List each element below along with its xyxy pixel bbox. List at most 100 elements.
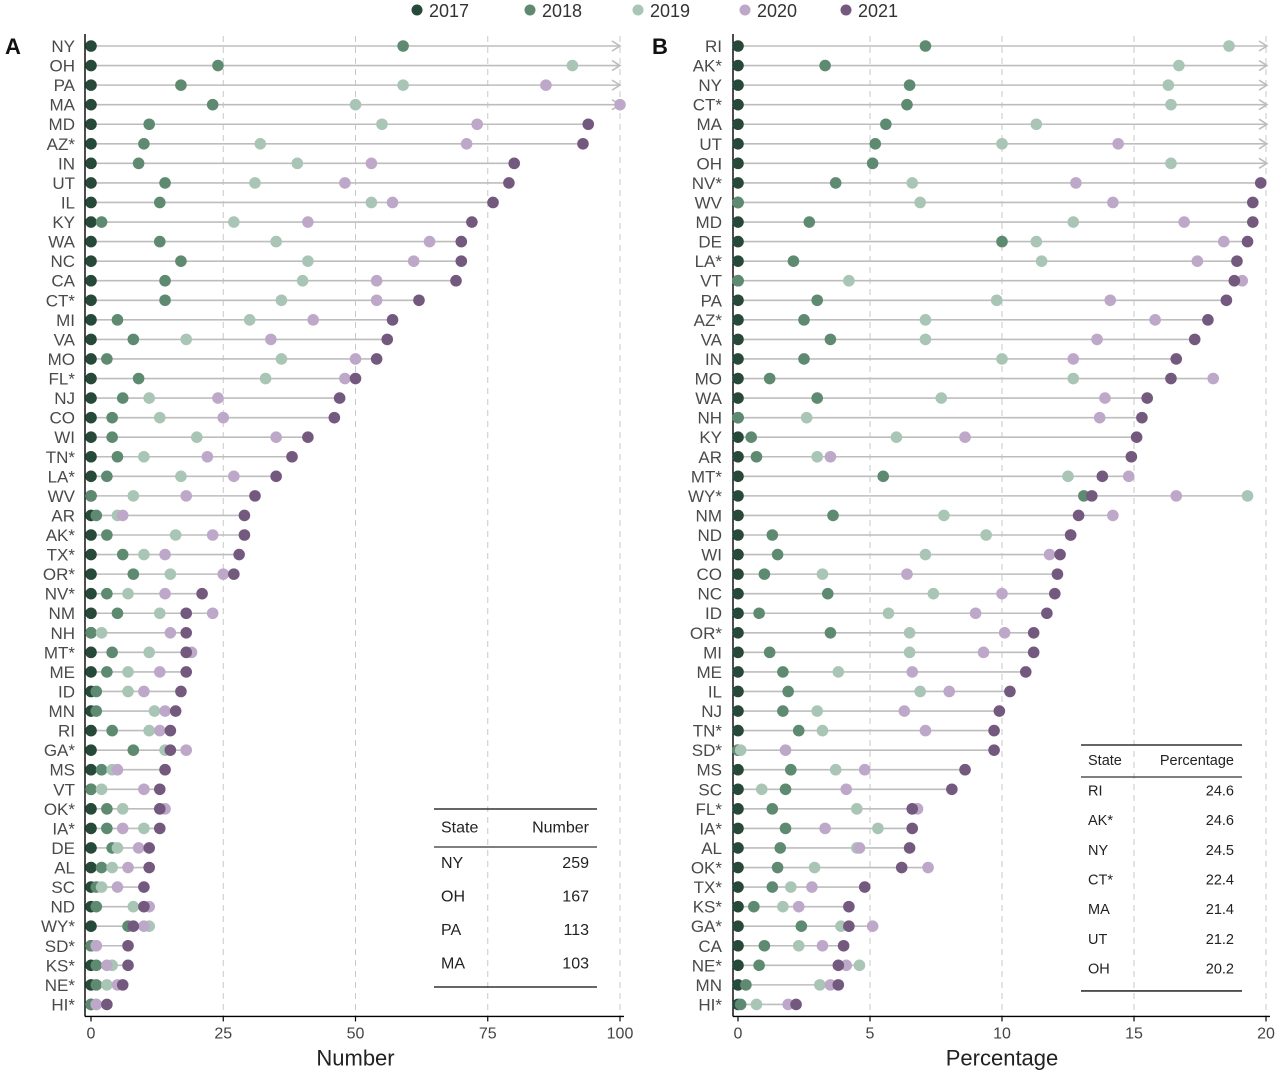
dot-2020	[206, 529, 219, 541]
state-label: NJ	[54, 389, 75, 408]
dot-2019	[872, 822, 884, 835]
dot-2018	[811, 392, 823, 404]
dot-2020	[816, 939, 829, 952]
dot-2021	[1136, 411, 1148, 424]
dot-2020	[866, 920, 879, 932]
dot-2017	[732, 79, 744, 91]
dot-2020	[159, 705, 171, 717]
dot-2021	[153, 803, 166, 815]
dot-2020	[1099, 392, 1111, 404]
x-tick-label: 25	[214, 1025, 232, 1042]
dot-2019	[832, 666, 845, 678]
dot-2019	[122, 587, 134, 600]
dot-2017	[732, 333, 744, 346]
dot-2017	[85, 822, 97, 835]
dot-2021	[159, 763, 171, 776]
dot-2021	[450, 274, 462, 287]
state-label: AZ*	[694, 311, 723, 330]
dot-2021	[895, 861, 908, 874]
dot-2021	[1254, 177, 1267, 189]
state-label: MD	[696, 213, 722, 232]
legend-label-2017: 2017	[429, 1, 469, 21]
dot-2021	[302, 431, 314, 444]
legend-label-2018: 2018	[542, 1, 582, 21]
dot-2018	[116, 548, 129, 561]
dot-2017	[85, 861, 97, 874]
dot-2020	[998, 627, 1011, 639]
state-label: MN	[49, 702, 75, 721]
state-label: MA	[50, 96, 76, 115]
dot-2021	[1247, 216, 1259, 228]
dot-2019	[755, 783, 768, 796]
dot-2020	[922, 861, 934, 874]
dot-2021	[1051, 568, 1064, 580]
dot-2019	[270, 235, 282, 248]
dot-2019	[935, 392, 948, 404]
dot-2020	[460, 138, 473, 150]
dot-2017	[732, 216, 744, 228]
dot-2019	[365, 196, 378, 209]
dot-2019	[1241, 490, 1254, 502]
table-cell-state: OH	[1088, 962, 1110, 978]
dot-2017	[85, 138, 97, 150]
dot-2020	[996, 587, 1008, 600]
dot-2020	[265, 333, 277, 346]
dot-2018	[785, 763, 797, 776]
dot-2017	[85, 314, 97, 326]
dot-2018	[777, 705, 789, 717]
state-label: AZ*	[47, 135, 76, 154]
dot-2018	[734, 998, 747, 1011]
dot-2020	[471, 118, 483, 131]
table-cell-state: NY	[441, 855, 464, 872]
dot-2021	[1096, 470, 1109, 483]
dot-2021	[175, 685, 187, 698]
state-label: RI	[58, 722, 75, 741]
dot-2019	[1035, 255, 1048, 267]
overflow-arrow	[1258, 79, 1269, 91]
dot-2018	[763, 646, 776, 659]
dot-2020	[206, 607, 219, 620]
dot-2020	[901, 568, 913, 580]
dot-2019	[811, 450, 823, 463]
state-label: OH	[50, 57, 76, 76]
dot-2018	[143, 118, 155, 131]
dot-2017	[732, 685, 744, 698]
dot-2019	[919, 314, 932, 326]
dot-2019	[914, 196, 926, 209]
state-label: FL*	[696, 800, 723, 819]
dot-2019	[566, 59, 579, 72]
dot-2021	[1041, 607, 1053, 620]
dot-2017	[732, 529, 744, 541]
dot-2020	[111, 763, 124, 776]
dot-2017	[732, 314, 744, 326]
dot-2021	[946, 783, 958, 796]
table-header-value: Number	[532, 820, 590, 837]
dot-2019	[1165, 157, 1177, 170]
dot-2021	[1019, 666, 1032, 678]
dot-2018	[753, 607, 765, 620]
state-label: ME	[697, 663, 723, 682]
dot-2019	[1162, 79, 1175, 91]
dot-2018	[758, 939, 771, 952]
dot-2018	[787, 255, 800, 267]
dot-2021	[503, 177, 515, 189]
dot-2018	[732, 196, 744, 209]
dot-2017	[85, 607, 97, 620]
dot-2020	[386, 196, 399, 209]
dot-2019	[785, 881, 797, 893]
dot-2017	[85, 40, 97, 52]
dot-2018	[90, 959, 103, 972]
dot-2021	[153, 783, 166, 796]
state-label: TX*	[47, 546, 76, 565]
dot-2018	[90, 685, 103, 698]
dot-2017	[732, 763, 744, 776]
state-label: IN	[705, 350, 722, 369]
dot-2019	[296, 274, 309, 287]
dot-2019	[138, 450, 150, 463]
state-label: GA*	[691, 917, 723, 936]
state-label: NJ	[701, 702, 722, 721]
dot-2017	[732, 450, 744, 463]
dot-2018	[101, 470, 113, 483]
dot-2018	[101, 803, 113, 815]
dot-2021	[143, 842, 155, 854]
